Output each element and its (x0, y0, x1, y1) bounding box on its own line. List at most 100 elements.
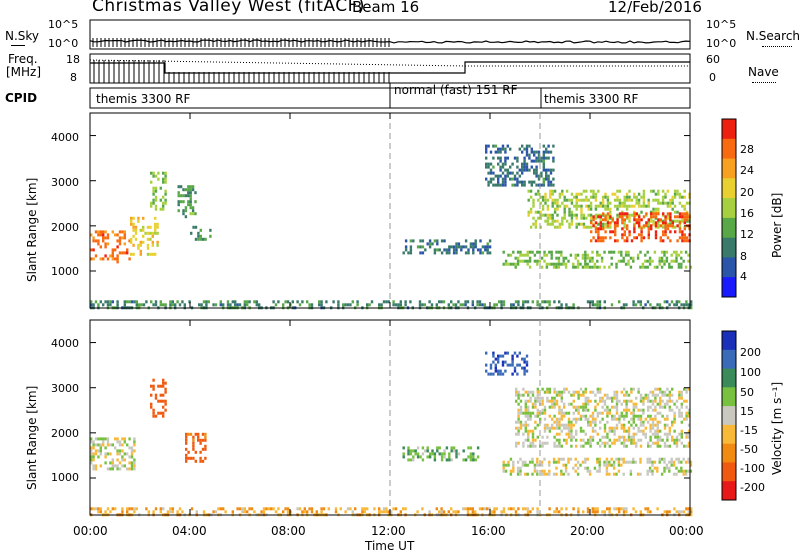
heatmap-cell (620, 411, 623, 415)
velocity-ytick-3000: 3000 (51, 382, 79, 395)
heatmap-cell (547, 174, 550, 178)
heatmap-cell (116, 303, 119, 307)
heatmap-cell (516, 171, 519, 175)
heatmap-cell (440, 455, 444, 459)
heatmap-cell (610, 303, 614, 307)
heatmap-cell (118, 236, 122, 240)
heatmap-cell (637, 204, 641, 208)
heatmap-cell (537, 189, 540, 193)
heatmap-cell (668, 399, 671, 403)
heatmap-cell (565, 198, 569, 202)
heatmap-cell (179, 200, 183, 204)
heatmap-cell (138, 303, 141, 307)
heatmap-cell (627, 408, 631, 412)
heatmap-cell (102, 257, 105, 261)
heatmap-cell (522, 432, 525, 436)
heatmap-cell (494, 366, 497, 370)
heatmap-cell (561, 216, 564, 220)
heatmap-cell (613, 426, 616, 430)
heatmap-cell (608, 507, 611, 511)
colorbar-swatch (722, 158, 736, 179)
heatmap-cell (553, 225, 557, 229)
heatmap-cell (306, 300, 309, 304)
heatmap-cell (478, 300, 482, 304)
heatmap-cell (489, 150, 493, 154)
heatmap-cell (623, 438, 626, 442)
heatmap-cell (601, 201, 605, 205)
heatmap-cell (504, 369, 507, 373)
heatmap-cell (564, 463, 568, 467)
heatmap-cell (534, 222, 538, 226)
heatmap-cell (195, 510, 198, 514)
heatmap-cell (657, 212, 660, 216)
heatmap-cell (592, 218, 595, 222)
heatmap-cell (580, 210, 583, 214)
heatmap-cell (90, 233, 93, 237)
heatmap-cell (535, 183, 538, 187)
heatmap-cell (666, 399, 669, 403)
heatmap-cell (448, 248, 451, 252)
heatmap-cell (662, 233, 665, 237)
heatmap-cell (128, 446, 131, 450)
heatmap-cell (139, 228, 142, 232)
heatmap-cell (523, 366, 526, 370)
heatmap-cell (558, 393, 561, 397)
heatmap-cell (116, 245, 119, 249)
heatmap-cell (550, 253, 553, 257)
heatmap-cell (587, 438, 590, 442)
heatmap-cell (189, 456, 193, 460)
heatmap-cell (618, 212, 622, 216)
heatmap-cell (663, 457, 666, 461)
heatmap-cell (513, 174, 517, 178)
heatmap-cell (673, 204, 677, 208)
heatmap-cell (128, 239, 131, 243)
heatmap-cell (142, 234, 145, 238)
heatmap-cell (504, 177, 507, 181)
heatmap-cell (663, 426, 667, 430)
heatmap-cell (647, 218, 650, 222)
heatmap-cell (534, 438, 537, 442)
heatmap-cell (442, 510, 446, 514)
heatmap-cell (156, 222, 159, 226)
heatmap-cell (530, 165, 533, 169)
heatmap-cell (629, 472, 633, 476)
heatmap-cell (392, 303, 395, 307)
heatmap-cell (540, 256, 544, 260)
heatmap-cell (683, 221, 686, 225)
heatmap-cell (541, 396, 544, 400)
heatmap-cell (547, 168, 550, 172)
heatmap-cell (334, 510, 338, 514)
heatmap-cell (527, 393, 530, 397)
heatmap-cell (664, 230, 667, 234)
heatmap-cell (625, 438, 628, 442)
heatmap-cell (621, 210, 624, 214)
heatmap-cell (649, 210, 653, 214)
heatmap-cell (584, 457, 587, 461)
heatmap-cell (552, 262, 556, 266)
heatmap-cell (594, 195, 598, 199)
heatmap-cell (497, 369, 500, 373)
heatmap-cell (584, 441, 587, 445)
heatmap-cell (104, 300, 107, 304)
heatmap-cell (504, 351, 507, 355)
heatmap-cell (154, 216, 157, 220)
heatmap-cell (121, 230, 124, 234)
heatmap-cell (516, 466, 520, 470)
heatmap-cell (639, 414, 643, 418)
heatmap-cell (575, 408, 578, 412)
heatmap-cell (380, 303, 383, 307)
heatmap-cell (135, 507, 138, 511)
heatmap-cell (687, 510, 690, 514)
heatmap-cell (601, 399, 604, 403)
heatmap-cell (627, 399, 631, 403)
heatmap-cell (428, 300, 431, 304)
heatmap-cell (416, 446, 420, 450)
heatmap-cell (523, 168, 526, 172)
heatmap-cell (654, 405, 657, 409)
heatmap-cell (185, 441, 188, 445)
heatmap-cell (591, 507, 594, 511)
heatmap-cell (589, 207, 593, 211)
heatmap-cell (182, 209, 185, 213)
heatmap-cell (612, 250, 616, 254)
heatmap-cell (602, 239, 605, 243)
